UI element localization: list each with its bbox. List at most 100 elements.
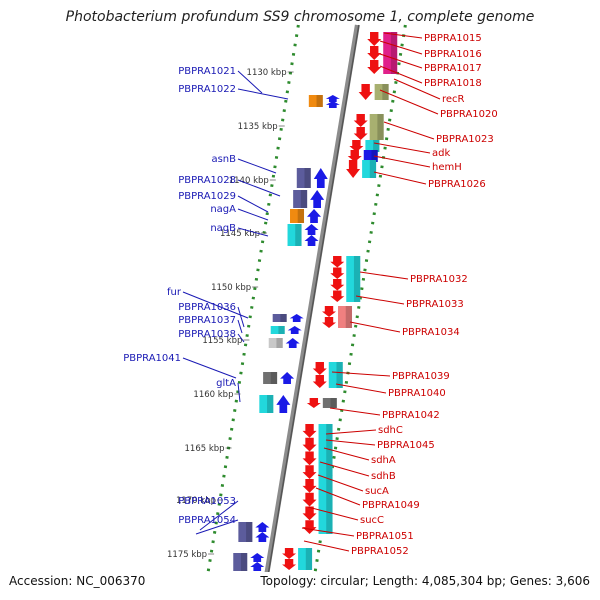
forward-gene-PBPRA1055-box-shade: [240, 553, 248, 571]
gene-label-PBPRA1042: PBPRA1042: [382, 410, 440, 421]
gene-label-PBPRA1021: PBPRA1021: [178, 66, 236, 77]
forward-gene-PBPRA1022-box-shade: [316, 95, 323, 107]
gene-leader-PBPRA1029: [237, 195, 269, 213]
reverse-gene-sdh-suc-cluster-arrow: [302, 506, 317, 521]
forward-gene-PBPRA1028-arrow: [310, 190, 325, 208]
reverse-gene-adk-arrow: [349, 140, 364, 152]
gene-leader-PBPRA1016: [379, 40, 423, 55]
gene-leader-PBPRA1020: [379, 89, 439, 115]
kbp-tick-label: 1155 kbp: [202, 336, 242, 346]
forward-gene-PBPRA1038-box-shade: [276, 338, 283, 348]
gene-label-sucC: sucC: [360, 515, 384, 526]
gene-label-gltA: gltA: [216, 378, 236, 389]
forward-gene-PBPRA1037-box-shade: [278, 326, 285, 334]
reverse-gene-PBPRA1034-arrow: [322, 317, 337, 328]
gene-leader-PBPRA1049: [315, 487, 361, 506]
gene-label-PBPRA1033: PBPRA1033: [406, 299, 464, 310]
reverse-gene-PBPRA1034-arrow: [322, 306, 337, 317]
reverse-gene-PBPRA1032-1033-box: [346, 256, 361, 302]
gene-leader-PBPRA1017: [379, 53, 423, 69]
gene-leader-PBPRA1018: [379, 65, 423, 84]
forward-gene-asnB-box-shade: [304, 168, 311, 188]
reverse-gene-PBPRA1032-1033-arrow: [330, 279, 345, 291]
forward-gene-PBPRA1055-box: [233, 553, 248, 571]
reverse-gene-PBPRA1032-1033-arrow: [330, 256, 345, 268]
forward-gene-nagA-box: [290, 209, 305, 223]
reverse-gene-PBPRA1023-box-shade: [377, 114, 384, 140]
gene-leader-sdhA: [323, 447, 370, 461]
reverse-gene-recR-arrow: [358, 84, 373, 100]
reverse-gene-PBPRA1042-box: [322, 398, 337, 408]
gene-leader-adk: [373, 142, 431, 154]
gene-leader-PBPRA1039: [331, 371, 391, 377]
forward-gene-gltA-box: [259, 395, 274, 413]
reverse-gene-sdh-suc-cluster-arrow: [302, 520, 317, 534]
reverse-gene-sdh-suc-cluster-arrow: [302, 479, 317, 493]
forward-gene-PBPRA1022-arrow: [325, 95, 340, 102]
gene-leader-PBPRA1037: [237, 319, 243, 334]
reverse-gene-PBPRA1034-box: [338, 306, 353, 328]
forward-gene-nagA-arrow: [307, 209, 322, 223]
gene-leader-PBPRA1021: [237, 70, 263, 94]
gene-label-recR: recR: [442, 94, 465, 105]
forward-gene-PBPRA1028-box: [293, 190, 308, 208]
gene-label-PBPRA1015: PBPRA1015: [424, 33, 482, 44]
reverse-gene-PBPRA1052-arrow: [282, 559, 297, 570]
forward-gene-nagB-box: [287, 224, 302, 246]
gene-label-PBPRA1034: PBPRA1034: [402, 327, 460, 338]
reverse-gene-sdh-suc-cluster-arrow: [302, 451, 317, 466]
reverse-gene-PBPRA1023-arrow: [353, 127, 368, 140]
forward-gene-PBPRA1041-box-shade: [270, 372, 278, 384]
kbp-tick-label: 1140 kbp: [229, 176, 269, 186]
forward-gene-PBPRA1041-arrow: [280, 372, 295, 384]
forward-gene-PBPRA1054-box-shade: [246, 522, 253, 542]
gene-label-PBPRA1040: PBPRA1040: [388, 388, 446, 399]
forward-gene-PBPRA1038-box: [268, 338, 283, 348]
kbp-tick-label: 1135 kbp: [238, 122, 278, 132]
gene-leader-PBPRA1038: [237, 333, 245, 343]
kbp-tick-label: 1130 kbp: [247, 68, 287, 78]
gene-label-hemH: hemH: [432, 162, 462, 173]
kbp-tick-label: 1145 kbp: [220, 229, 260, 239]
gene-leader-gltA: [237, 382, 241, 403]
reverse-gene-PBPRA1015-1017-box-shade: [390, 32, 398, 74]
genome-summary-text: Topology: circular; Length: 4,085,304 bp…: [260, 574, 590, 588]
forward-gene-gltA-box-shade: [267, 395, 274, 413]
forward-gene-PBPRA1037-arrow: [287, 326, 302, 334]
gene-leader-PBPRA1022: [237, 88, 289, 100]
reverse-gene-PBPRA1052-box-shade: [305, 548, 313, 570]
gene-label-sdhC: sdhC: [378, 425, 403, 436]
forward-gene-nagA-box-shade: [297, 209, 305, 223]
gene-leader-PBPRA1015: [383, 32, 423, 39]
kbp-tick-label: 1165 kbp: [185, 444, 225, 454]
reverse-gene-PBPRA1032-1033-arrow: [330, 267, 345, 279]
gene-leader-PBPRA1054: [195, 519, 239, 535]
gene-label-PBPRA1036: PBPRA1036: [178, 302, 236, 313]
gene-label-PBPRA1028: PBPRA1028: [178, 175, 236, 186]
forward-gene-PBPRA1028-box-shade: [300, 190, 308, 208]
gene-leader-PBPRA1034: [349, 321, 401, 333]
gene-leader-PBPRA1026: [373, 171, 427, 185]
gene-leader-PBPRA1032: [359, 271, 409, 280]
forward-gene-PBPRA1054-arrow: [255, 522, 270, 532]
gene-label-adk: adk: [432, 148, 450, 159]
gene-leader-PBPRA1051: [301, 527, 355, 537]
gene-label-PBPRA1029: PBPRA1029: [178, 191, 236, 202]
gene-label-sdhB: sdhB: [371, 471, 396, 482]
reverse-gene-PBPRA1023-box: [369, 114, 384, 140]
forward-gene-PBPRA1022-box: [308, 95, 323, 107]
reverse-gene-PBPRA1015-1017-arrow: [367, 32, 382, 46]
gene-leader-PBPRA1045: [325, 439, 376, 446]
gene-label-PBPRA1051: PBPRA1051: [356, 531, 414, 542]
gene-label-nagA: nagA: [210, 204, 236, 215]
gene-label-PBPRA1022: PBPRA1022: [178, 84, 236, 95]
chromosome-backbone: [264, 24, 360, 572]
gene-label-PBPRA1016: PBPRA1016: [424, 49, 482, 60]
reverse-gene-PBPRA1032-1033-box-shade: [353, 256, 361, 302]
gene-label-PBPRA1053: PBPRA1053: [178, 496, 236, 507]
reverse-gene-PBPRA1015-1017-arrow: [367, 60, 382, 74]
gene-label-PBPRA1049: PBPRA1049: [362, 500, 420, 511]
gene-label-nagB: nagB: [210, 223, 236, 234]
forward-gene-nagB-arrow: [304, 224, 319, 235]
forward-gene-gltA-arrow: [276, 395, 291, 413]
